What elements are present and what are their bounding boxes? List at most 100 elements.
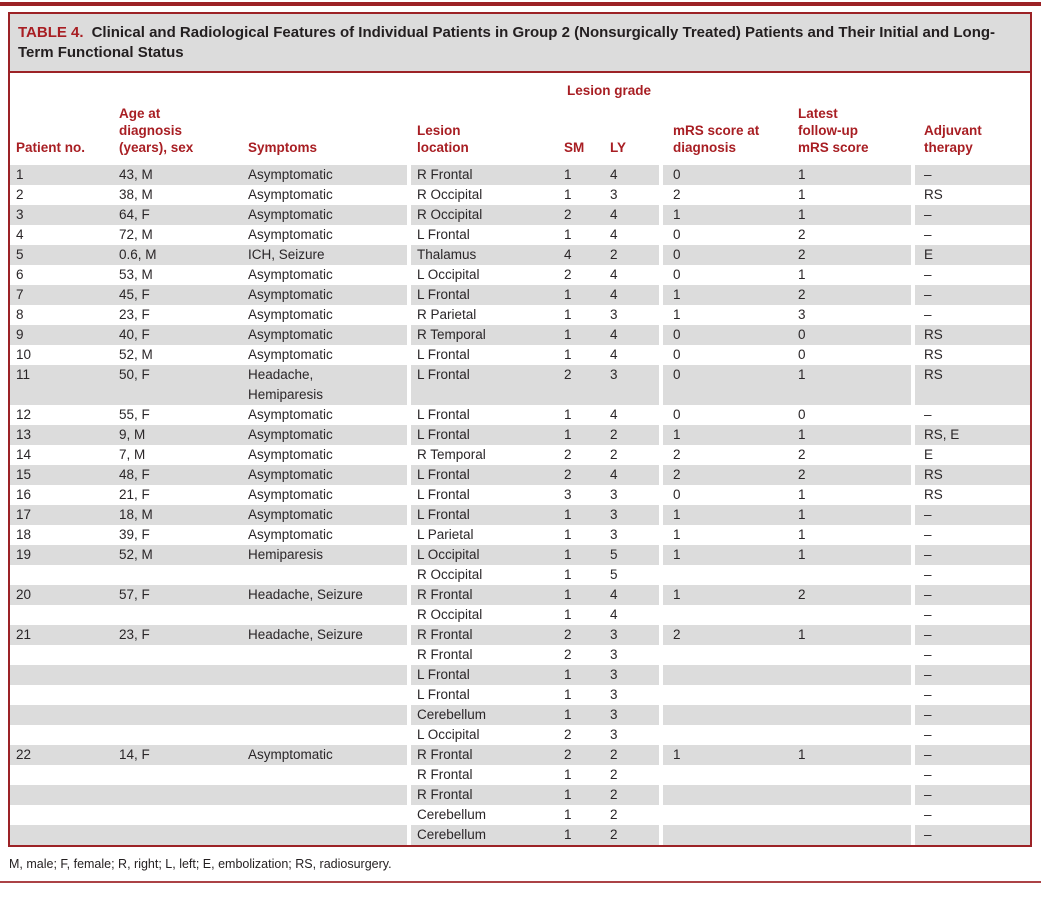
table-cell: – — [924, 807, 932, 822]
table-cell: 23, F — [119, 307, 150, 322]
column-gap — [659, 805, 663, 825]
table-row: R Occipital 1 5 – — [10, 565, 1030, 585]
table-cell: E — [915, 245, 1030, 265]
column-header-patient-no: Patient no. — [16, 140, 86, 155]
table-cell: 14, F — [114, 745, 243, 765]
table-cell: 1 — [564, 347, 572, 362]
table-row: 21 23, F Headache, Seizure R Frontal 2 3 2 1– — [10, 625, 1030, 645]
table-cell — [243, 685, 407, 705]
table-cell: 1 — [793, 505, 911, 525]
table-row: 3 64, F Asymptomatic R Occipital 2 4 1 1– — [10, 205, 1030, 225]
table-cell: Cerebellum — [417, 807, 487, 822]
table-row: 18 39, F Asymptomatic L Parietal 1 3 1 1 – — [10, 525, 1030, 545]
table-cell: 2 — [559, 205, 605, 225]
column-header-symptoms: Symptoms — [248, 140, 318, 155]
table-cell: – — [915, 705, 1030, 725]
column-gap — [659, 685, 663, 705]
table-cell: – — [924, 727, 932, 742]
table-cell: 4 — [559, 245, 605, 265]
table-cell: 55, F — [119, 407, 150, 422]
column-gap — [407, 345, 411, 365]
table-cell: – — [924, 607, 932, 622]
table-cell: Asymptomatic — [243, 745, 407, 765]
table-row: R Frontal 2 3 – — [10, 645, 1030, 665]
table-cell: 2 — [793, 285, 911, 305]
column-gap — [659, 585, 663, 605]
column-gap — [407, 765, 411, 785]
table-cell: 1 — [798, 527, 806, 542]
table-cell: 1 — [564, 687, 572, 702]
table-cell: L Frontal — [417, 227, 470, 242]
table-cell: – — [915, 285, 1030, 305]
table-cell: 1 — [793, 205, 911, 225]
table-cell: 3 — [605, 705, 659, 725]
table-cell: 38, M — [119, 187, 153, 202]
table-cell: – — [915, 505, 1030, 525]
table-cell: 1 — [663, 545, 793, 565]
column-gap — [911, 445, 915, 465]
table-cell: 20 — [10, 585, 114, 605]
table-cell: 1 — [564, 607, 572, 622]
column-gap — [911, 805, 915, 825]
table-cell: 2 — [610, 807, 618, 822]
table-cell: 7, M — [119, 447, 146, 462]
column-gap — [407, 685, 411, 705]
table-cell: 3 — [610, 527, 618, 542]
column-gap — [911, 425, 915, 445]
table-cell: 3 — [798, 307, 806, 322]
table-cell: 4 — [605, 205, 659, 225]
table-cell: 0 — [673, 487, 681, 502]
table-cell: L Frontal — [417, 347, 470, 362]
table-cell: 21, F — [119, 487, 150, 502]
column-gap — [911, 265, 915, 285]
column-gap — [911, 605, 915, 625]
table-cell: 43, M — [114, 165, 243, 185]
column-gap — [911, 765, 915, 785]
column-gap — [407, 825, 411, 845]
column-gap — [407, 165, 411, 185]
column-gap — [911, 225, 915, 245]
table-cell: 4 — [605, 585, 659, 605]
table-cell: 2 — [798, 447, 806, 462]
table-cell: 2 — [610, 767, 618, 782]
table-cell: Asymptomatic — [243, 325, 407, 345]
table-cell: 0 — [663, 245, 793, 265]
table-cell: R Occipital — [417, 607, 483, 622]
table-cell: 1 — [564, 227, 572, 242]
column-gap — [911, 305, 915, 325]
table-row: 17 18, M Asymptomatic L Frontal 1 3 1 1– — [10, 505, 1030, 525]
table-number-label: TABLE 4. — [18, 24, 84, 41]
table-cell: L Occipital — [417, 267, 480, 282]
table-cell: 40, F — [114, 325, 243, 345]
table-cell: 1 — [559, 785, 605, 805]
table-cell: 1 — [564, 407, 572, 422]
column-gap — [407, 525, 411, 545]
table-cell: 48, F — [114, 465, 243, 485]
column-gap — [659, 465, 663, 485]
table-cell: 3 — [610, 307, 618, 322]
table-cell — [793, 645, 911, 665]
table-cell: 2 — [559, 625, 605, 645]
column-header-adjuvant: Adjuvant therapy — [924, 123, 982, 155]
table-cell: Hemiparesis — [243, 545, 407, 565]
table-cell: R Occipital — [411, 205, 559, 225]
column-gap — [407, 705, 411, 725]
table-cell: 0 — [663, 165, 793, 185]
table-cell: R Parietal — [417, 307, 477, 322]
table-row: 15 48, F Asymptomatic L Frontal 2 4 2 2 RS — [10, 465, 1030, 485]
table-cell: 4 — [605, 285, 659, 305]
column-gap — [659, 485, 663, 505]
column-gap — [407, 225, 411, 245]
table-cell: 1 — [564, 807, 572, 822]
table-cell: 12 — [16, 407, 32, 422]
column-gap — [659, 825, 663, 845]
table-title-text: Clinical and Radiological Features of In… — [18, 24, 996, 61]
column-gap — [911, 405, 915, 425]
column-gap — [659, 285, 663, 305]
table-cell: Asymptomatic — [248, 347, 333, 362]
column-gap — [659, 765, 663, 785]
table-cell: RS — [915, 365, 1030, 405]
table-cell — [793, 825, 911, 845]
table-cell: 14 — [16, 447, 32, 462]
table-cell: 3 — [564, 487, 572, 502]
